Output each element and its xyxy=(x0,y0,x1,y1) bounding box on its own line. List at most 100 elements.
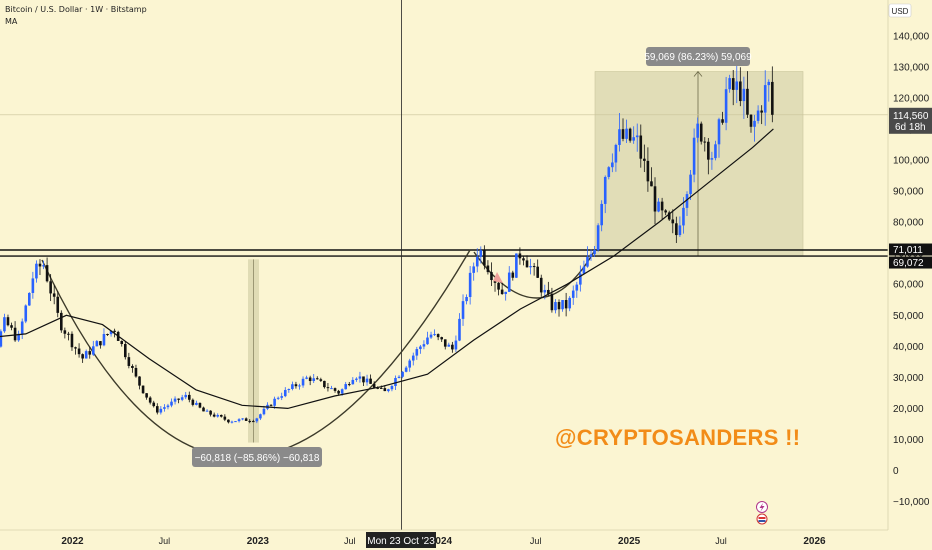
level-tag-bg-2 xyxy=(889,256,932,269)
candle-body-177 xyxy=(593,249,596,255)
candle-body-168 xyxy=(561,300,564,310)
candle-body-150 xyxy=(497,282,500,290)
candle-body-23 xyxy=(45,265,49,282)
candle-body-70 xyxy=(212,414,216,417)
candle-body-224 xyxy=(760,110,763,113)
y-tick-label-8: 60,000 xyxy=(893,280,924,291)
candle-body-112 xyxy=(362,376,365,383)
level-tag-bg-1 xyxy=(889,243,932,256)
candle-body-109 xyxy=(351,379,355,385)
candle-body-74 xyxy=(227,419,230,423)
x-tick-label-8: 2026 xyxy=(803,536,826,547)
candle-body-204 xyxy=(689,174,692,195)
candle-body-61 xyxy=(180,397,184,400)
y-tick-label-2: 120,000 xyxy=(893,93,930,104)
candle-body-143 xyxy=(472,266,475,273)
candle-body-191 xyxy=(643,158,646,161)
candle-body-32 xyxy=(77,348,81,355)
candle-body-155 xyxy=(515,253,518,278)
candle-body-211 xyxy=(714,144,717,159)
candle-body-50 xyxy=(141,385,145,394)
candle-body-27 xyxy=(60,312,63,331)
y-tick-label-9: 50,000 xyxy=(893,311,924,322)
candle-body-173 xyxy=(579,273,582,285)
candle-body-62 xyxy=(184,394,188,398)
candle-body-127 xyxy=(415,349,419,356)
candle-body-137 xyxy=(451,344,454,350)
candle-body-76 xyxy=(234,421,237,423)
candle-body-64 xyxy=(191,399,195,405)
candle-body-145 xyxy=(479,250,483,257)
candle-body-227 xyxy=(771,81,774,115)
candle-body-10 xyxy=(0,331,3,347)
candle-body-130 xyxy=(426,337,429,345)
candle-body-189 xyxy=(635,135,639,138)
y-tick-label-6: 80,000 xyxy=(893,218,924,229)
candle-body-186 xyxy=(625,128,628,139)
candle-body-17 xyxy=(24,305,28,322)
candle-body-55 xyxy=(159,408,163,413)
candle-body-167 xyxy=(557,302,561,310)
candle-body-106 xyxy=(340,389,344,394)
y-tick-label-5: 90,000 xyxy=(893,187,924,198)
candle-body-102 xyxy=(326,387,330,389)
candle-body-156 xyxy=(518,253,522,259)
y-tick-label-12: 20,000 xyxy=(893,404,924,415)
measure-arrow-head xyxy=(693,70,703,77)
candle-body-163 xyxy=(543,289,547,293)
candle-body-114 xyxy=(369,378,372,384)
candle-body-159 xyxy=(529,266,532,268)
candle-body-172 xyxy=(575,284,579,291)
candle-body-125 xyxy=(408,360,412,368)
candle-body-121 xyxy=(394,377,397,387)
candle-body-73 xyxy=(223,416,227,420)
candle-body-157 xyxy=(522,258,525,261)
candle-body-80 xyxy=(248,420,252,422)
ma-indicator-label[interactable]: MA xyxy=(5,17,18,26)
candle-body-103 xyxy=(330,388,333,390)
candle-body-178 xyxy=(596,225,600,250)
candle-body-141 xyxy=(465,296,468,302)
candle-body-209 xyxy=(707,141,710,160)
y-tick-label-1: 130,000 xyxy=(893,62,930,73)
candle-body-195 xyxy=(657,201,660,212)
candle-body-197 xyxy=(664,210,667,213)
candle-body-120 xyxy=(390,386,394,390)
candle-body-148 xyxy=(490,272,493,281)
candle-body-98 xyxy=(312,378,316,381)
level-tag-1: 71,011 xyxy=(893,245,923,256)
candle-body-184 xyxy=(618,129,621,145)
candle-body-60 xyxy=(177,398,180,400)
x-tick-label-4: 2024 xyxy=(430,536,453,547)
candle-body-124 xyxy=(404,367,408,372)
chart-title: Bitcoin / U.S. Dollar · 1W · Bitstamp xyxy=(5,5,147,14)
candle-body-16 xyxy=(20,321,24,334)
candle-body-203 xyxy=(685,194,689,208)
candle-body-13 xyxy=(10,325,13,328)
candle-body-138 xyxy=(454,340,458,350)
candle-body-110 xyxy=(355,378,358,380)
candle-body-129 xyxy=(422,344,426,347)
candle-body-126 xyxy=(411,355,415,361)
candle-body-132 xyxy=(433,334,436,336)
candle-body-18 xyxy=(28,292,31,306)
candle-body-83 xyxy=(259,414,262,419)
candle-body-223 xyxy=(756,110,760,121)
candle-body-111 xyxy=(358,376,362,379)
y-tick-label-13: 10,000 xyxy=(893,435,924,446)
candle-body-78 xyxy=(241,418,244,420)
candle-body-149 xyxy=(493,280,497,283)
candle-body-170 xyxy=(568,297,571,309)
candle-body-58 xyxy=(170,401,173,406)
candle-body-216 xyxy=(731,78,735,90)
candle-body-208 xyxy=(703,141,707,143)
candle-body-84 xyxy=(262,408,266,415)
candle-body-144 xyxy=(475,256,479,267)
x-tick-label-3: Jul xyxy=(344,536,356,546)
candle-body-176 xyxy=(589,254,593,257)
candle-body-79 xyxy=(244,418,248,421)
candle-body-77 xyxy=(237,419,241,422)
candle-body-59 xyxy=(173,398,177,402)
